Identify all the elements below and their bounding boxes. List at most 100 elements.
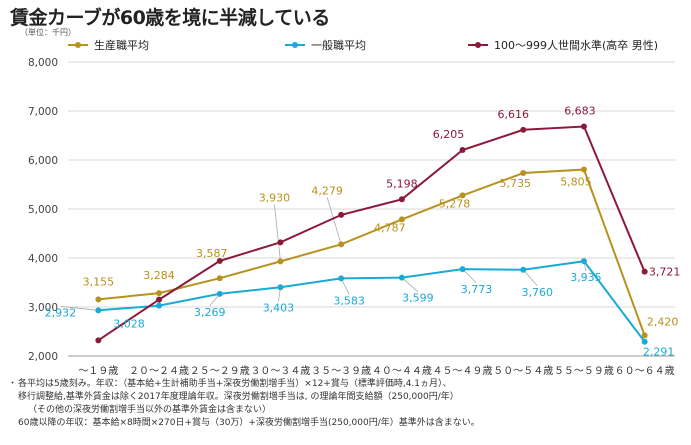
data-point (459, 266, 466, 273)
data-label: 3,930 (259, 191, 291, 204)
data-label: 3,269 (194, 306, 226, 319)
x-tick-label: ２５～２９歳 (190, 365, 250, 377)
footnote-text: 60歳以降の年収：基本給×8時間×270日+賞与（30万）+深夜労働割増手当(2… (18, 418, 480, 428)
data-point (156, 290, 163, 297)
data-label: 3,028 (113, 318, 145, 331)
data-point (459, 146, 466, 153)
data-point (338, 211, 345, 218)
footnote-line: 60歳以降の年収：基本給×8時間×270日+賞与（30万）+深夜労働割増手当(2… (8, 417, 686, 430)
data-point (216, 257, 223, 264)
legend-marker (475, 42, 481, 48)
data-point (398, 216, 405, 223)
y-tick-label: 5,000 (28, 204, 58, 216)
data-point (216, 290, 223, 297)
y-tick-label: 7,000 (28, 106, 58, 118)
footnote-line: （その他の深夜労働割増手当以外の基準外賃金は含まない） (8, 404, 686, 417)
data-label: 3,403 (263, 301, 295, 314)
data-label: 5,278 (439, 197, 471, 210)
footnote-line: 移行調整給,基準外賃金は除く2017年度理論年収。深夜労働割増手当は, の理論年… (8, 391, 686, 404)
series-line (97, 125, 646, 342)
data-label: 3,760 (522, 286, 554, 299)
data-point (156, 302, 163, 309)
legend-label: 100～999人世間水準(高卒 男性) (494, 38, 658, 52)
data-label: 3,935 (570, 271, 602, 284)
data-point (216, 275, 223, 282)
data-label: 6,683 (564, 105, 596, 118)
data-point (580, 166, 587, 173)
legend-marker (292, 42, 298, 48)
y-tick-label: 8,000 (28, 57, 58, 69)
x-tick-label: ～１９歳 (78, 365, 118, 377)
footnote-text: 各平均は5歳刻み。年収：（基本給+生計補助手当+深夜労働割増手当）×12+賞与（… (18, 379, 452, 389)
label-leader-lines (60, 197, 587, 311)
data-point (641, 268, 648, 275)
data-point (95, 337, 102, 344)
bullet-icon: ・ (8, 379, 18, 389)
leader-line (462, 268, 477, 284)
leader-line (401, 277, 419, 292)
x-tick-label: ４５～４９歳 (433, 365, 493, 377)
data-label: 5,735 (500, 177, 532, 190)
footnote-text: 移行調整給,基準外賃金は除く2017年度理論年収。深夜労働割増手当は, の理論年… (18, 392, 459, 402)
wage-curve-chart: 2,000 3,000 4,000 5,000 6,000 7,000 8,000 ～１９歳… (28, 38, 681, 377)
data-point (641, 338, 648, 345)
data-label: 3,773 (461, 283, 493, 296)
x-tick-label: ５０～５４歳 (493, 365, 553, 377)
x-tick-label: ３０～３４歳 (250, 365, 310, 377)
legend-marker (75, 42, 81, 48)
y-tick-label: 2,000 (28, 351, 58, 363)
data-label: 3,583 (333, 294, 365, 307)
data-point (520, 266, 527, 273)
data-point (277, 258, 284, 265)
y-axis-ticks: 2,000 3,000 4,000 5,000 6,000 7,000 8,000 (28, 57, 58, 363)
data-label: 2,420 (647, 315, 679, 328)
data-point (459, 192, 466, 199)
series-points (95, 123, 648, 345)
data-label: 5,198 (386, 177, 418, 190)
x-tick-label: ３５～３９歳 (311, 365, 371, 377)
leader-line (274, 204, 281, 262)
data-point (520, 169, 527, 176)
data-label: 5,805 (560, 176, 592, 189)
data-label: 3,155 (83, 275, 115, 288)
data-point (277, 239, 284, 246)
series-lines (97, 125, 646, 343)
data-label: 3,284 (143, 269, 175, 282)
data-point (95, 307, 102, 314)
data-label: 6,205 (433, 128, 465, 141)
legend: 生産職平均 一般職平均 100～999人世間水準(高卒 男性) (68, 38, 658, 52)
leader-line (522, 269, 538, 287)
footnotes: ・各平均は5歳刻み。年収：（基本給+生計補助手当+深夜労働割増手当）×12+賞与… (8, 378, 686, 430)
data-label: 3,599 (402, 292, 434, 305)
data-point (338, 275, 345, 282)
unit-label: （単位：千円） (20, 28, 76, 37)
legend-label: 生産職平均 (94, 38, 149, 52)
legend-label: 一般職平均 (311, 39, 366, 52)
leader-line (326, 197, 342, 245)
footnote-line: ・各平均は5歳刻み。年収：（基本給+生計補助手当+深夜労働割増手当）×12+賞与… (8, 378, 686, 391)
data-label: 2,291 (643, 346, 675, 359)
series-line (98, 260, 646, 343)
x-tick-label: ２０～２４歳 (129, 365, 189, 377)
data-point (277, 284, 284, 291)
data-label: 4,279 (311, 184, 343, 197)
y-tick-label: 6,000 (28, 155, 58, 167)
data-label: 2,932 (45, 306, 77, 319)
data-point (520, 126, 527, 133)
x-axis-ticks: ～１９歳 ２０～２４歳 ２５～２９歳 ３０～３４歳 ３５～３９歳 ４０～４４歳 ４５～４９歳… (78, 365, 674, 377)
footnote-text: （その他の深夜労働割増手当以外の基準外賃金は含まない） (28, 405, 272, 415)
grid-lines (68, 61, 675, 357)
data-point (338, 241, 345, 248)
data-point (95, 296, 102, 303)
data-point (641, 332, 648, 339)
data-label: 3,721 (649, 266, 681, 279)
x-tick-label: ４０～４４歳 (372, 365, 432, 377)
x-tick-label: ５５～５９歳 (554, 365, 614, 377)
data-label: 4,787 (374, 221, 406, 234)
data-point (156, 296, 163, 303)
y-tick-label: 4,000 (28, 253, 58, 265)
data-point (398, 196, 405, 203)
data-point (580, 258, 587, 265)
data-label: 6,616 (498, 108, 530, 121)
leader-line (60, 305, 99, 311)
